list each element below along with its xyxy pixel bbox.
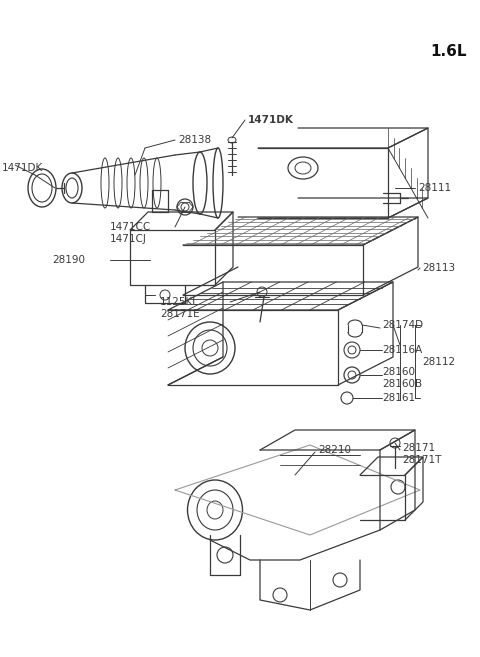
Text: 1471DK: 1471DK bbox=[248, 115, 294, 125]
Circle shape bbox=[160, 290, 170, 300]
Text: 28112: 28112 bbox=[422, 357, 455, 367]
Text: 28174D: 28174D bbox=[382, 320, 423, 330]
Text: 28116A: 28116A bbox=[382, 345, 422, 355]
Text: 28160: 28160 bbox=[382, 367, 415, 377]
Text: 28161: 28161 bbox=[382, 393, 415, 403]
Text: 1471CJ: 1471CJ bbox=[110, 234, 147, 244]
Text: 1.6L: 1.6L bbox=[430, 45, 467, 60]
Text: 1471DK: 1471DK bbox=[2, 163, 43, 173]
Circle shape bbox=[341, 392, 353, 404]
Text: 28160B: 28160B bbox=[382, 379, 422, 389]
Text: 28171E: 28171E bbox=[160, 309, 200, 319]
Text: 28171T: 28171T bbox=[402, 455, 442, 465]
Text: 28190: 28190 bbox=[52, 255, 85, 265]
Text: 28111: 28111 bbox=[418, 183, 451, 193]
Text: 1125KL: 1125KL bbox=[160, 297, 199, 307]
Circle shape bbox=[344, 342, 360, 358]
Text: 28113: 28113 bbox=[422, 263, 455, 273]
Circle shape bbox=[344, 367, 360, 383]
Text: 28210: 28210 bbox=[318, 445, 351, 455]
Text: 28171: 28171 bbox=[402, 443, 435, 453]
Text: 28138: 28138 bbox=[178, 135, 211, 145]
Text: 1471CC: 1471CC bbox=[110, 222, 151, 232]
